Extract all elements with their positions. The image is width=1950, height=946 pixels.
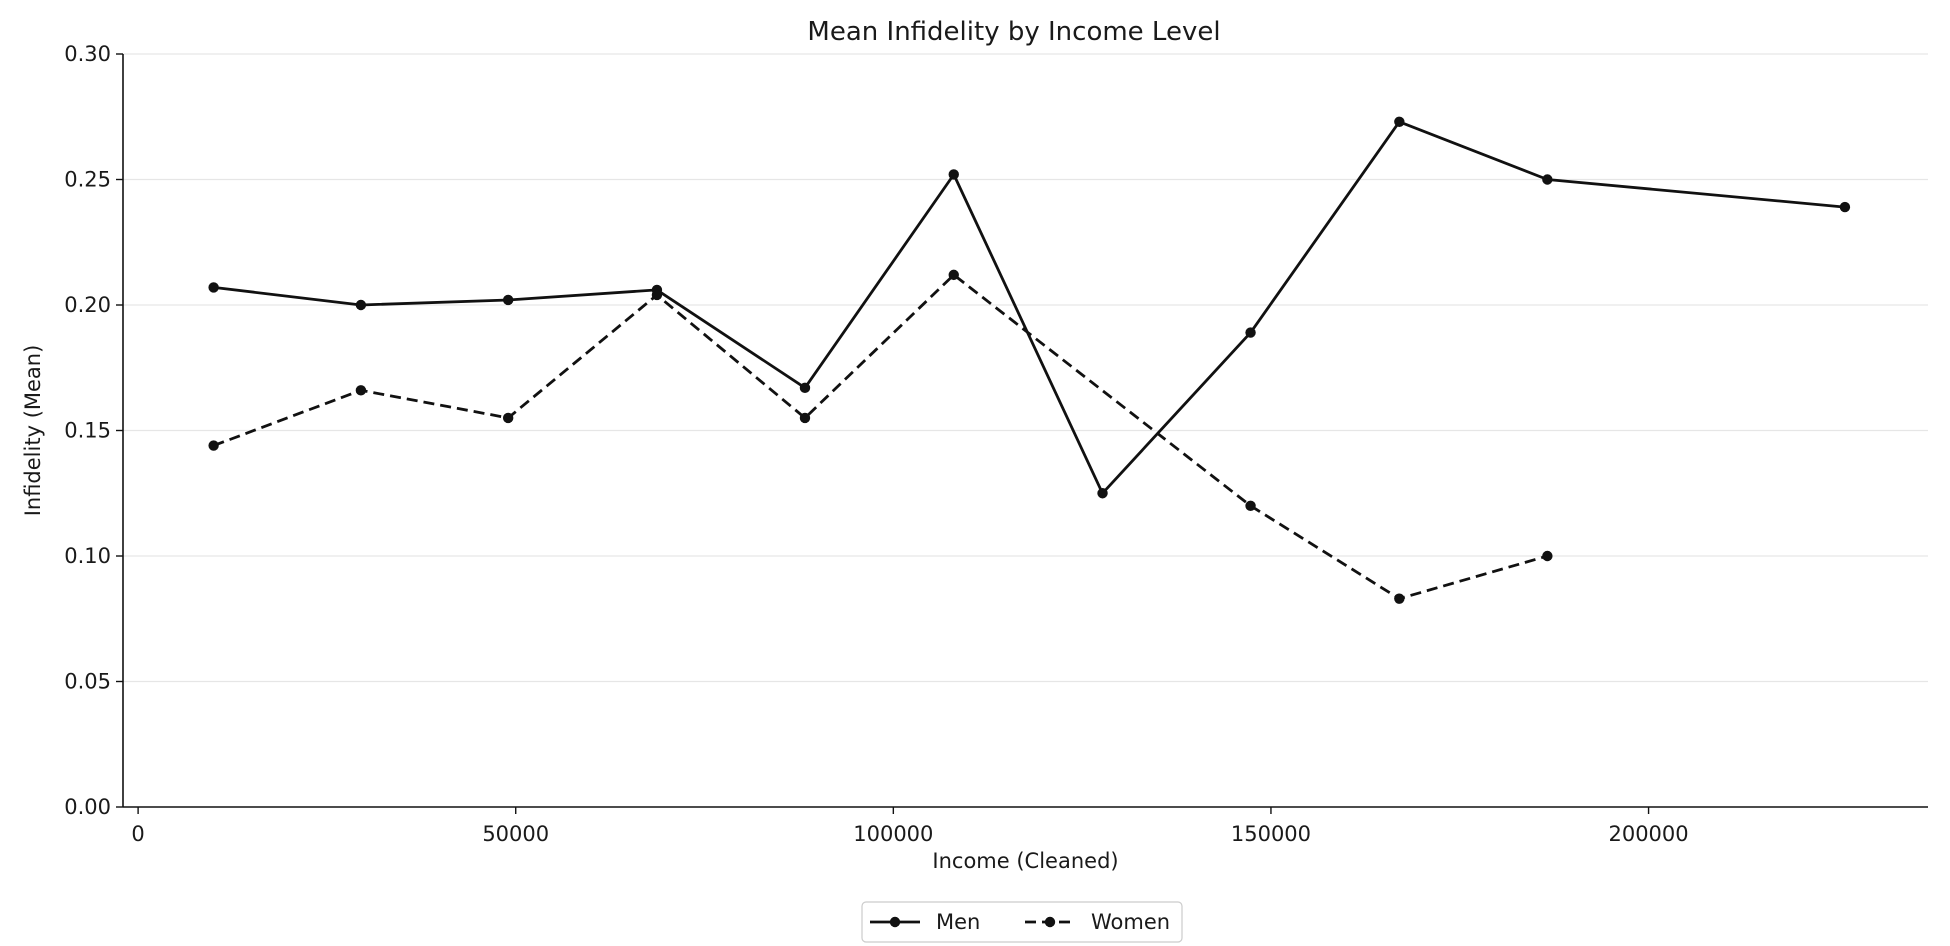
data-point-men <box>799 382 811 394</box>
series-line-men <box>213 120 1846 495</box>
series-men <box>208 116 1851 499</box>
y-tick-label: 0.30 <box>64 42 111 66</box>
x-axis-label: Income (Cleaned) <box>932 849 1118 873</box>
series-line-women <box>213 273 1548 601</box>
x-tick-label: 200000 <box>1608 822 1688 846</box>
data-point-men <box>208 282 219 293</box>
chart-title: Mean Infidelity by Income Level <box>807 17 1220 47</box>
data-point-women <box>799 412 811 424</box>
y-axis-label: Infidelity (Mean) <box>21 345 45 517</box>
y-tick-label: 0.25 <box>64 168 111 192</box>
legend-marker-women <box>1044 916 1056 928</box>
series-layer <box>208 116 1851 604</box>
data-point-men <box>355 299 367 311</box>
data-point-men <box>1839 201 1851 213</box>
x-tick-label: 100000 <box>853 822 933 846</box>
y-tick-label: 0.05 <box>64 670 111 694</box>
x-axis-ticks: 0 50000 100000 150000 200000 <box>131 807 1689 846</box>
series-women <box>208 269 1553 604</box>
data-point-men <box>502 294 514 306</box>
legend: Men Women <box>861 901 1183 943</box>
legend-label-men: Men <box>936 910 980 934</box>
x-tick-label: 150000 <box>1231 822 1311 846</box>
data-point-women <box>948 269 959 281</box>
legend-box <box>861 901 1183 943</box>
x-tick-label: 50000 <box>482 822 549 846</box>
legend-item-men: Men <box>870 910 980 934</box>
data-point-men <box>1097 488 1108 499</box>
legend-items: Men Women <box>870 910 1170 934</box>
data-point-women <box>502 412 514 424</box>
y-tick-label: 0.00 <box>64 795 111 819</box>
legend-marker-men <box>889 916 901 928</box>
gridlines <box>123 53 1928 683</box>
data-point-men <box>1542 174 1553 185</box>
y-axis-ticks: 0.00 0.05 0.10 0.15 0.20 0.25 0.30 <box>64 42 123 819</box>
y-tick-label: 0.20 <box>64 293 111 317</box>
y-tick-label: 0.10 <box>64 544 111 568</box>
legend-item-women: Women <box>1025 910 1170 934</box>
x-tick-label: 0 <box>131 822 144 846</box>
data-point-men <box>1394 116 1405 127</box>
data-point-men <box>948 169 959 180</box>
data-point-women <box>651 289 663 301</box>
data-point-women <box>1542 550 1553 562</box>
data-point-men <box>1245 327 1256 338</box>
data-point-women <box>1394 593 1405 604</box>
data-point-women <box>355 385 367 396</box>
y-tick-label: 0.15 <box>64 419 111 443</box>
data-point-women <box>208 440 219 451</box>
legend-label-women: Women <box>1091 910 1170 934</box>
data-point-women <box>1245 500 1256 511</box>
